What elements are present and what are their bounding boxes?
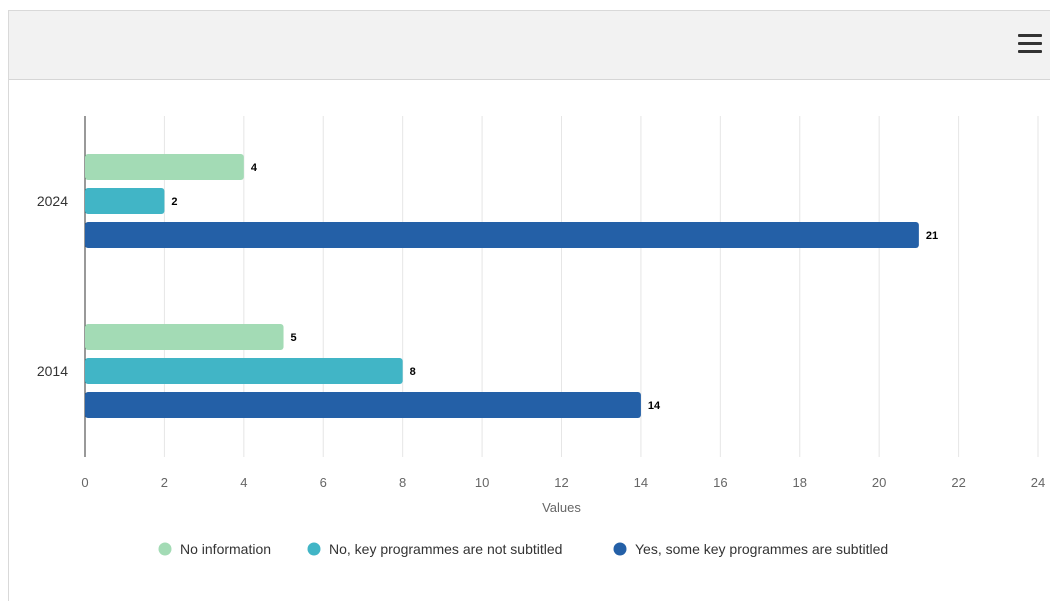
x-tick-label-4: 4 — [240, 475, 247, 490]
bar-2024-series-1[interactable] — [85, 154, 244, 180]
legend-marker-series-1[interactable] — [158, 542, 172, 556]
chart-container — [8, 10, 1050, 601]
x-axis-title: Values — [542, 500, 581, 515]
data-label-2014-series-2: 8 — [410, 366, 416, 378]
legend-marker-series-3[interactable] — [613, 542, 627, 556]
x-tick-label-24: 24 — [1031, 475, 1045, 490]
data-label-2024-series-1: 4 — [251, 162, 258, 174]
x-tick-label-10: 10 — [475, 475, 489, 490]
bar-2014-series-1[interactable] — [85, 324, 284, 350]
x-tick-label-6: 6 — [320, 475, 327, 490]
legend-label-series-1: No information — [180, 541, 271, 557]
legend-label-series-3: Yes, some key programmes are subtitled — [635, 541, 888, 557]
chart-toolbar — [9, 11, 1050, 80]
bar-2024-series-2[interactable] — [85, 188, 165, 214]
x-tick-label-16: 16 — [713, 475, 727, 490]
x-tick-label-14: 14 — [634, 475, 648, 490]
y-category-label-2014: 2014 — [37, 363, 68, 379]
x-tick-label-0: 0 — [81, 475, 88, 490]
hamburger-menu-icon[interactable] — [1018, 34, 1042, 54]
data-label-2024-series-2: 2 — [171, 196, 177, 208]
x-tick-label-18: 18 — [793, 475, 807, 490]
data-label-2014-series-3: 14 — [648, 400, 661, 412]
legend-label-series-2: No, key programmes are not subtitled — [329, 541, 562, 557]
data-label-2014-series-1: 5 — [291, 332, 297, 344]
bar-2014-series-2[interactable] — [85, 358, 403, 384]
x-tick-label-22: 22 — [951, 475, 965, 490]
x-tick-label-20: 20 — [872, 475, 886, 490]
x-tick-label-8: 8 — [399, 475, 406, 490]
legend-marker-series-2[interactable] — [307, 542, 321, 556]
bar-2014-series-3[interactable] — [85, 392, 641, 418]
x-tick-label-12: 12 — [554, 475, 568, 490]
y-category-label-2024: 2024 — [37, 193, 68, 209]
bar-2024-series-3[interactable] — [85, 222, 919, 248]
data-label-2024-series-3: 21 — [926, 230, 938, 242]
x-tick-label-2: 2 — [161, 475, 168, 490]
